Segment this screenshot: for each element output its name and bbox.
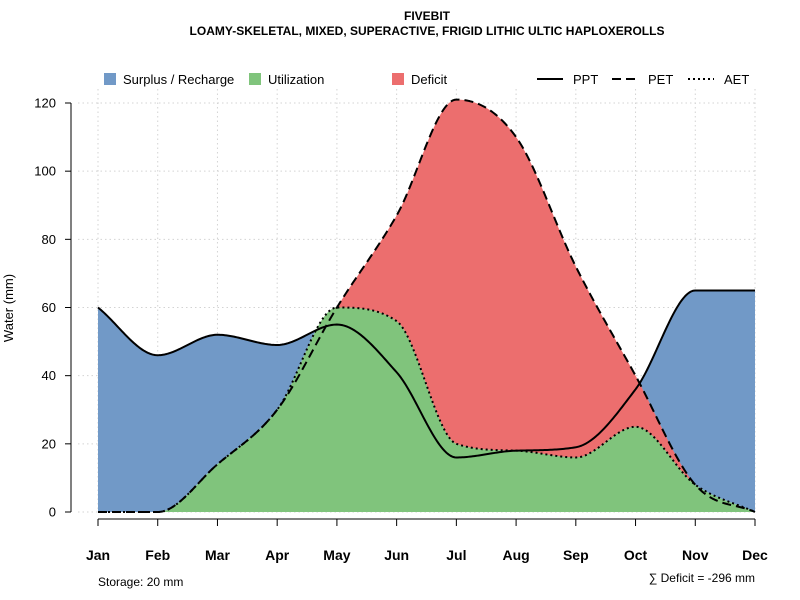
deficit-area (98, 99, 755, 512)
x-tick-label-feb: Feb (145, 547, 170, 563)
line-layer (97, 98, 756, 513)
y-tick-label: 100 (34, 164, 56, 179)
x-tick-label-sep: Sep (563, 547, 589, 563)
chart-subtitle: LOAMY-SKELETAL, MIXED, SUPERACTIVE, FRIG… (190, 24, 665, 38)
area-layer (98, 99, 755, 512)
y-tick-label: 60 (42, 300, 56, 315)
series-line-pet (98, 98, 756, 513)
y-axis-label: Water (mm) (1, 274, 16, 342)
x-tick-label-aug: Aug (502, 547, 529, 563)
y-tick-label: 120 (34, 96, 56, 111)
y-tick-label: 0 (49, 505, 56, 520)
legend-swatch-0 (104, 73, 116, 85)
axes: 0 20 40 60 80 100 120 Jan Feb Mar Apr May Jun Jul Aug S… (34, 96, 768, 564)
x-tick-label-mar: Mar (205, 547, 230, 563)
x-tick-label-dec: Dec (742, 547, 768, 563)
utilization-area (98, 307, 755, 512)
deficit-annotation: ∑ Deficit = -296 mm (649, 571, 755, 585)
y-tick-label: 40 (42, 368, 56, 383)
x-tick-label-may: May (323, 547, 350, 563)
storage-annotation: Storage: 20 mm (98, 575, 183, 589)
series-line-ppt (97, 289, 755, 459)
legend-line-label-aet: AET (724, 72, 749, 87)
legend-swatch-1 (249, 73, 261, 85)
x-tick-label-jul: Jul (446, 547, 466, 563)
x-tick-label-oct: Oct (624, 547, 648, 563)
x-tick-label-jan: Jan (86, 547, 110, 563)
y-tick-label: 20 (42, 436, 56, 451)
x-tick-label-jun: Jun (384, 547, 409, 563)
x-tick-label-nov: Nov (682, 547, 709, 563)
legend-line-label-ppt: PPT (573, 72, 598, 87)
legend-label-2: Deficit (411, 72, 448, 87)
chart-legend: Surplus / Recharge Utilization Deficit PPT P… (104, 72, 749, 87)
legend-line-label-pet: PET (648, 72, 673, 87)
legend-label-1: Utilization (268, 72, 324, 87)
legend-swatch-2 (392, 73, 404, 85)
y-tick-label: 80 (42, 232, 56, 247)
legend-label-0: Surplus / Recharge (123, 72, 234, 87)
chart-title: FIVEBIT (404, 9, 451, 23)
x-tick-label-apr: Apr (265, 547, 290, 563)
surplus-area (98, 290, 755, 512)
